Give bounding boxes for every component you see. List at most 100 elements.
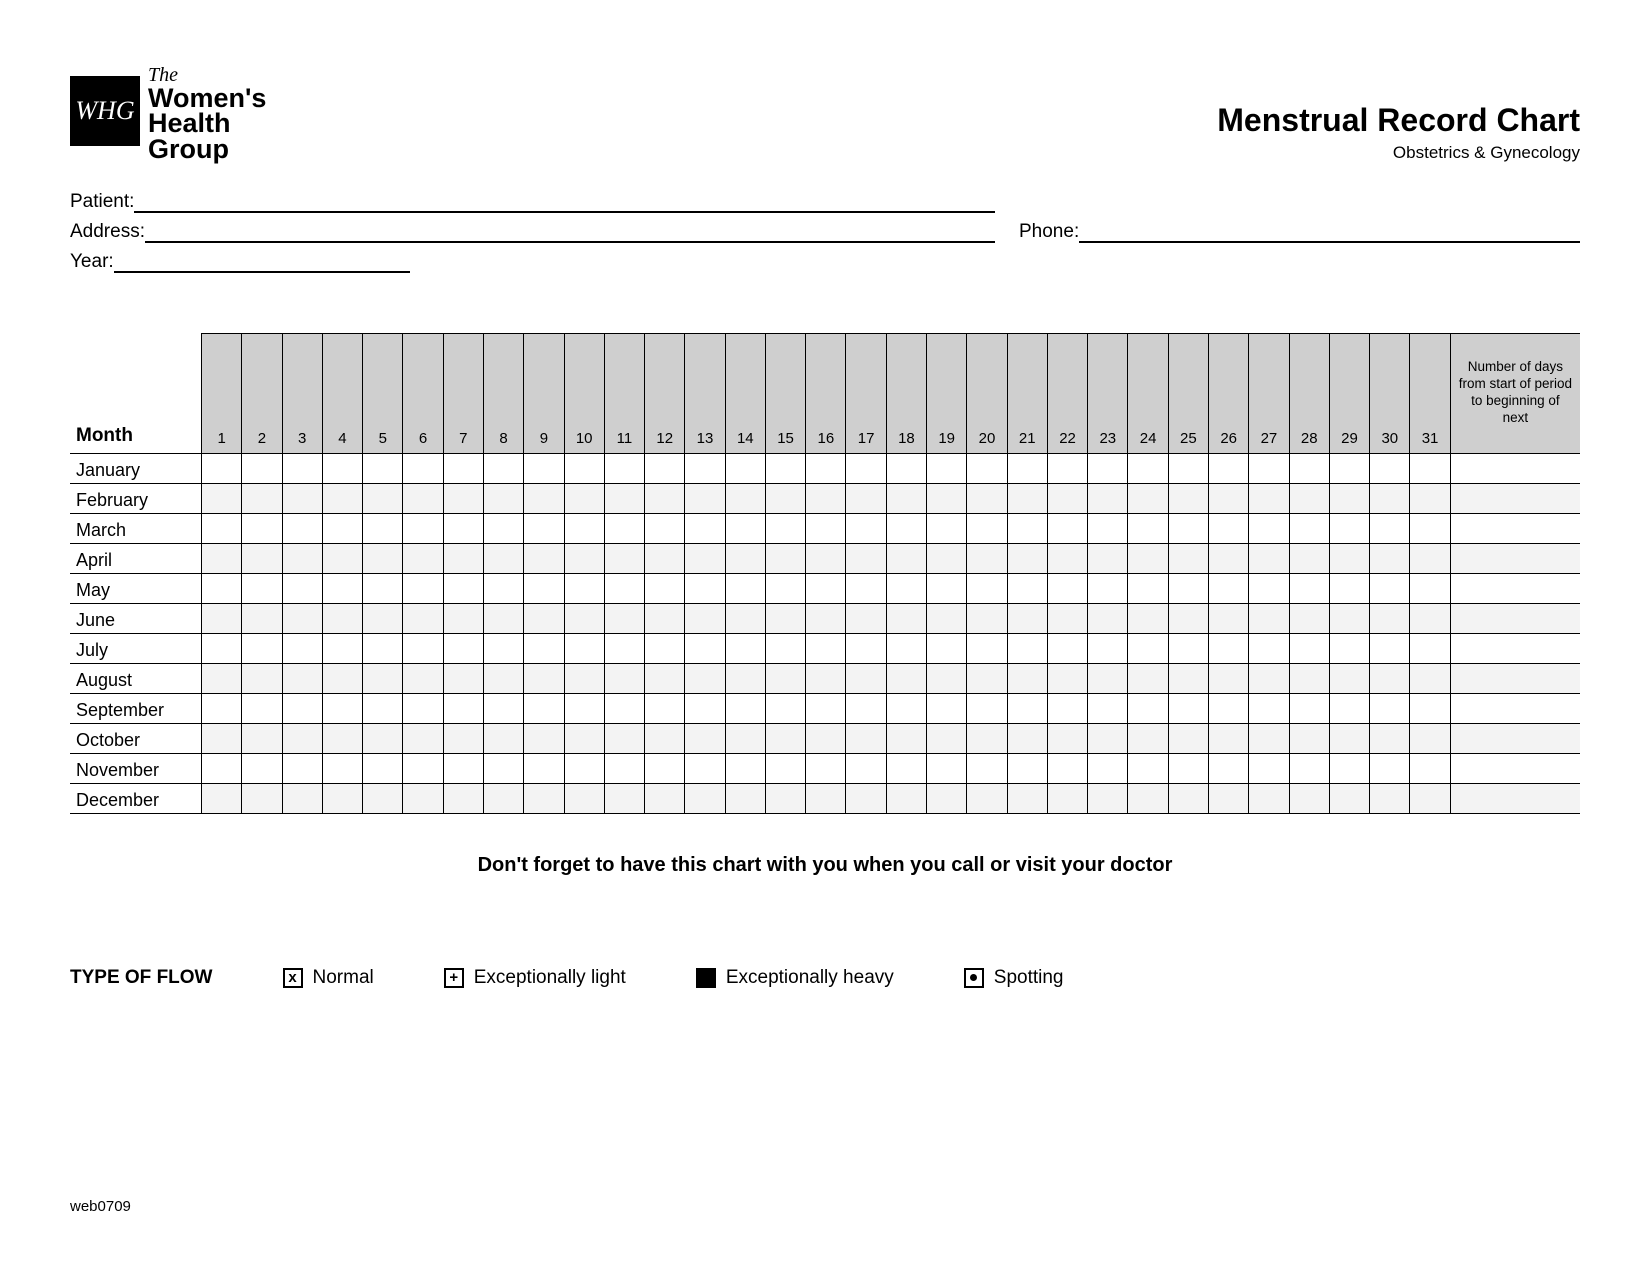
day-cell[interactable] — [1128, 723, 1168, 753]
day-cell[interactable] — [1007, 543, 1047, 573]
day-cell[interactable] — [886, 483, 926, 513]
phone-input-line[interactable] — [1079, 223, 1580, 243]
day-cell[interactable] — [1329, 753, 1369, 783]
day-cell[interactable] — [1007, 663, 1047, 693]
day-cell[interactable] — [483, 783, 523, 813]
day-cell[interactable] — [1168, 603, 1208, 633]
day-cell[interactable] — [967, 513, 1007, 543]
day-cell[interactable] — [967, 633, 1007, 663]
day-cell[interactable] — [524, 633, 564, 663]
day-cell[interactable] — [1168, 513, 1208, 543]
day-cell[interactable] — [927, 693, 967, 723]
note-cell[interactable] — [1450, 723, 1580, 753]
day-cell[interactable] — [765, 693, 805, 723]
day-cell[interactable] — [524, 513, 564, 543]
day-cell[interactable] — [1289, 723, 1329, 753]
day-cell[interactable] — [403, 453, 443, 483]
day-cell[interactable] — [765, 663, 805, 693]
day-cell[interactable] — [1370, 723, 1410, 753]
day-cell[interactable] — [645, 783, 685, 813]
day-cell[interactable] — [1088, 693, 1128, 723]
day-cell[interactable] — [1047, 693, 1087, 723]
day-cell[interactable] — [685, 603, 725, 633]
day-cell[interactable] — [403, 483, 443, 513]
day-cell[interactable] — [765, 483, 805, 513]
day-cell[interactable] — [1410, 723, 1450, 753]
day-cell[interactable] — [765, 633, 805, 663]
day-cell[interactable] — [1329, 513, 1369, 543]
day-cell[interactable] — [806, 723, 846, 753]
day-cell[interactable] — [1289, 663, 1329, 693]
day-cell[interactable] — [846, 543, 886, 573]
day-cell[interactable] — [1168, 693, 1208, 723]
day-cell[interactable] — [403, 693, 443, 723]
day-cell[interactable] — [363, 573, 403, 603]
day-cell[interactable] — [363, 633, 403, 663]
day-cell[interactable] — [483, 693, 523, 723]
day-cell[interactable] — [604, 663, 644, 693]
day-cell[interactable] — [322, 723, 362, 753]
day-cell[interactable] — [1088, 753, 1128, 783]
day-cell[interactable] — [725, 633, 765, 663]
day-cell[interactable] — [1410, 693, 1450, 723]
day-cell[interactable] — [201, 543, 241, 573]
day-cell[interactable] — [685, 633, 725, 663]
day-cell[interactable] — [1289, 573, 1329, 603]
day-cell[interactable] — [1088, 453, 1128, 483]
day-cell[interactable] — [1168, 663, 1208, 693]
day-cell[interactable] — [282, 693, 322, 723]
day-cell[interactable] — [483, 483, 523, 513]
day-cell[interactable] — [927, 573, 967, 603]
day-cell[interactable] — [403, 633, 443, 663]
day-cell[interactable] — [322, 483, 362, 513]
day-cell[interactable] — [322, 513, 362, 543]
day-cell[interactable] — [242, 483, 282, 513]
day-cell[interactable] — [403, 753, 443, 783]
day-cell[interactable] — [1007, 603, 1047, 633]
day-cell[interactable] — [1370, 543, 1410, 573]
day-cell[interactable] — [201, 483, 241, 513]
day-cell[interactable] — [1370, 633, 1410, 663]
day-cell[interactable] — [645, 693, 685, 723]
day-cell[interactable] — [483, 663, 523, 693]
day-cell[interactable] — [685, 483, 725, 513]
note-cell[interactable] — [1450, 543, 1580, 573]
day-cell[interactable] — [806, 513, 846, 543]
day-cell[interactable] — [1209, 513, 1249, 543]
day-cell[interactable] — [927, 543, 967, 573]
day-cell[interactable] — [685, 573, 725, 603]
day-cell[interactable] — [725, 783, 765, 813]
day-cell[interactable] — [725, 723, 765, 753]
day-cell[interactable] — [1370, 753, 1410, 783]
day-cell[interactable] — [1249, 453, 1289, 483]
day-cell[interactable] — [886, 633, 926, 663]
day-cell[interactable] — [846, 663, 886, 693]
day-cell[interactable] — [685, 753, 725, 783]
day-cell[interactable] — [1088, 513, 1128, 543]
day-cell[interactable] — [604, 753, 644, 783]
note-cell[interactable] — [1450, 633, 1580, 663]
day-cell[interactable] — [685, 453, 725, 483]
day-cell[interactable] — [806, 453, 846, 483]
day-cell[interactable] — [1410, 663, 1450, 693]
day-cell[interactable] — [322, 603, 362, 633]
day-cell[interactable] — [1410, 543, 1450, 573]
day-cell[interactable] — [1249, 753, 1289, 783]
day-cell[interactable] — [927, 633, 967, 663]
day-cell[interactable] — [1289, 513, 1329, 543]
day-cell[interactable] — [1168, 723, 1208, 753]
day-cell[interactable] — [242, 723, 282, 753]
day-cell[interactable] — [483, 723, 523, 753]
day-cell[interactable] — [1249, 603, 1289, 633]
day-cell[interactable] — [1128, 483, 1168, 513]
day-cell[interactable] — [685, 663, 725, 693]
day-cell[interactable] — [1128, 573, 1168, 603]
day-cell[interactable] — [1209, 693, 1249, 723]
day-cell[interactable] — [322, 693, 362, 723]
day-cell[interactable] — [645, 543, 685, 573]
day-cell[interactable] — [1047, 453, 1087, 483]
day-cell[interactable] — [1249, 723, 1289, 753]
day-cell[interactable] — [1007, 753, 1047, 783]
day-cell[interactable] — [1047, 603, 1087, 633]
day-cell[interactable] — [685, 783, 725, 813]
